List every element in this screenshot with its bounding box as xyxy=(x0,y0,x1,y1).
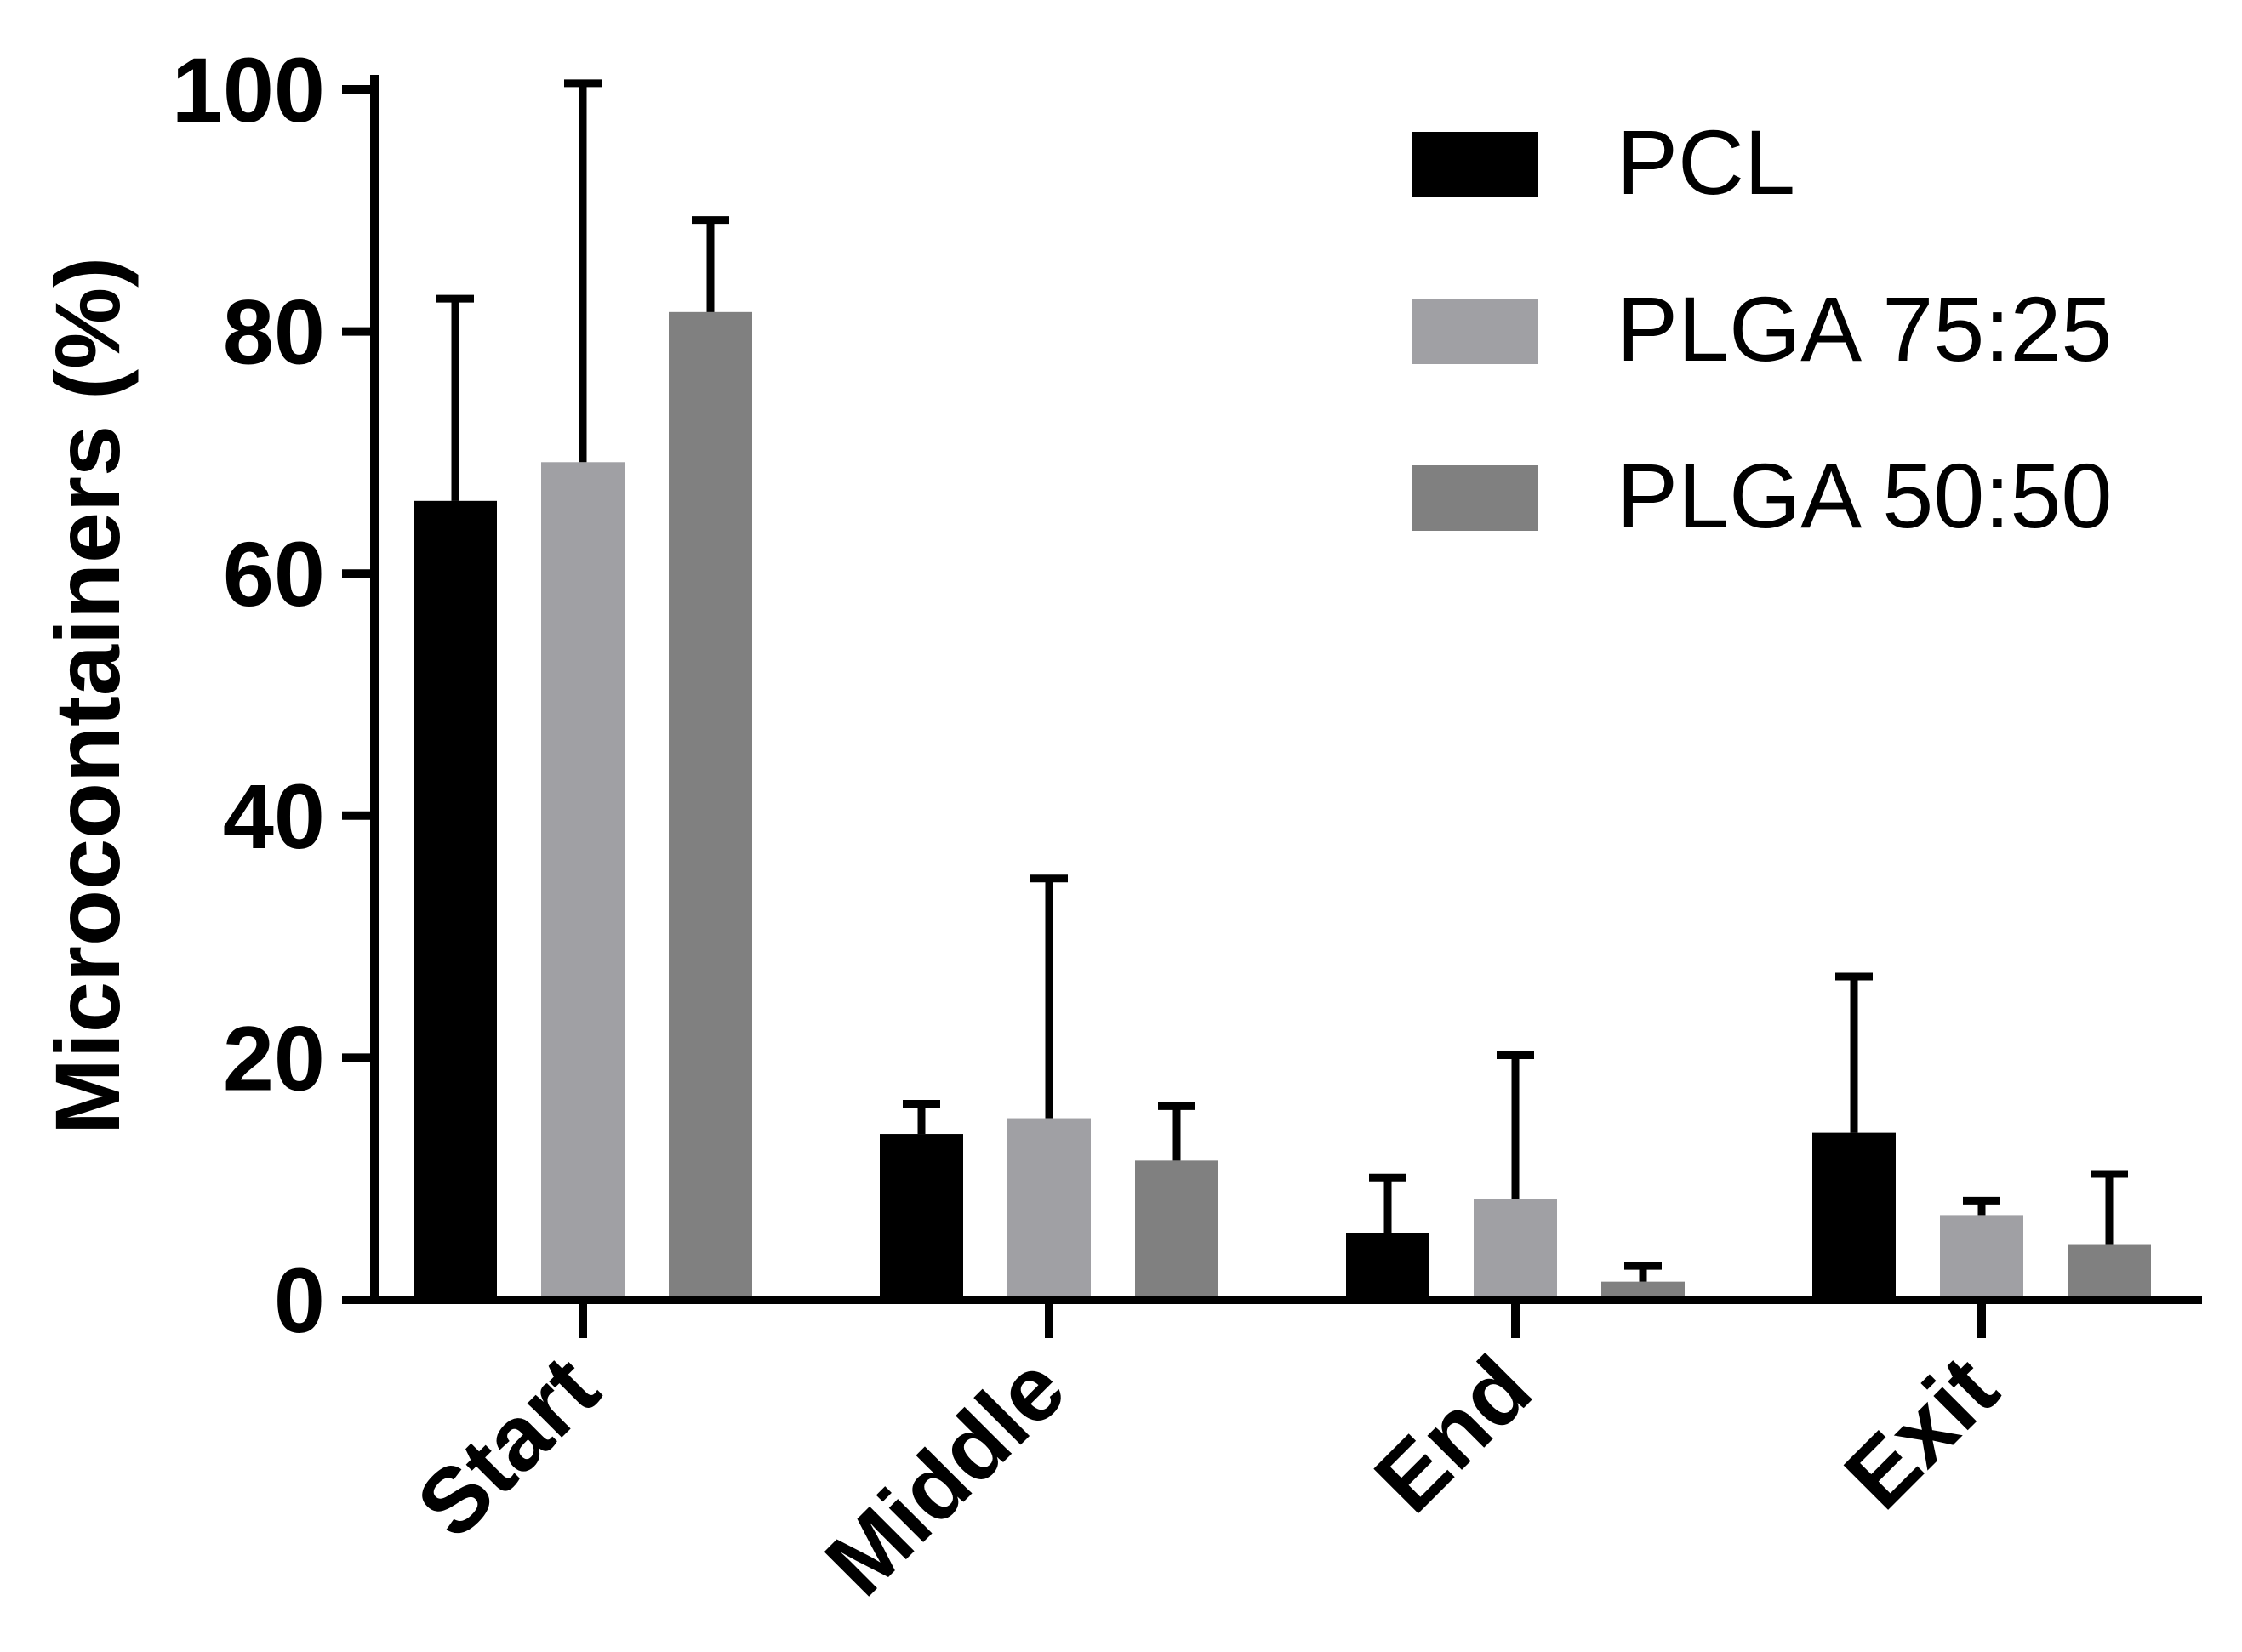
y-tick-label: 80 xyxy=(223,281,325,384)
error-bars xyxy=(436,79,2128,1282)
bar xyxy=(880,1134,963,1300)
y-tick-label: 0 xyxy=(274,1249,325,1352)
legend-label: PLGA 75:25 xyxy=(1617,277,2112,380)
bar xyxy=(2068,1244,2151,1300)
bar xyxy=(1940,1215,2023,1300)
bar xyxy=(1135,1160,1218,1300)
x-tick-label: Start xyxy=(397,1336,619,1558)
bar xyxy=(414,500,497,1300)
bar xyxy=(1812,1132,1896,1300)
bar xyxy=(1346,1233,1429,1300)
bars xyxy=(414,311,2151,1300)
y-tick-label: 60 xyxy=(223,522,325,625)
x-tick-label: Exit xyxy=(1825,1336,2017,1529)
y-axis-title: Microcontainers (%) xyxy=(36,257,139,1135)
legend-swatch xyxy=(1412,299,1538,364)
x-tick-label: Middle xyxy=(806,1336,1084,1615)
y-tick-label: 100 xyxy=(172,38,325,141)
bar xyxy=(1601,1281,1685,1300)
x-tick-labels: Start Middle End Exit xyxy=(397,1336,2017,1615)
x-tick-label: End xyxy=(1355,1336,1550,1532)
bar xyxy=(1474,1199,1557,1300)
y-tick-marks xyxy=(342,85,1986,1338)
bar xyxy=(1007,1118,1091,1300)
bar xyxy=(669,311,752,1300)
bar xyxy=(541,462,625,1300)
legend-label: PCL xyxy=(1617,111,1795,214)
y-tick-label: 20 xyxy=(223,1006,325,1109)
legend: PCL PLGA 75:25 PLGA 50:50 xyxy=(1412,111,2112,547)
legend-swatch xyxy=(1412,465,1538,531)
y-tick-label: 40 xyxy=(223,765,325,868)
y-tick-labels: 0 20 40 60 80 100 xyxy=(172,38,325,1352)
legend-label: PLGA 50:50 xyxy=(1617,444,2112,547)
legend-swatch xyxy=(1412,132,1538,197)
